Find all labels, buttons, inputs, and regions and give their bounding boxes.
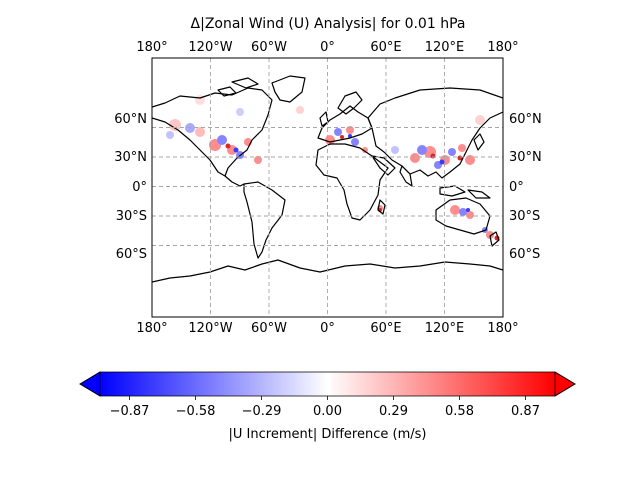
lon-label-bottom: 180° <box>136 321 167 336</box>
colorbar-tick-label: 0.58 <box>445 404 474 419</box>
gridlines <box>152 58 503 317</box>
lat-label-left: 60°N <box>114 112 147 127</box>
lat-label-right: 0° <box>509 180 524 195</box>
coastlines <box>152 75 503 283</box>
colorbar-extend-high <box>554 371 576 397</box>
lon-label-top: 0° <box>320 40 335 55</box>
lat-labels-left: 60°N 30°N 0° 30°S 60°S <box>114 112 147 262</box>
lon-label-top: 180° <box>487 40 518 55</box>
lon-label-top: 120°W <box>188 40 232 55</box>
lat-label-left: 60°S <box>116 247 147 262</box>
map-title: Δ|Zonal Wind (U) Analysis| for 0.01 hPa <box>191 16 466 32</box>
lon-label-bottom: 120°E <box>425 321 465 336</box>
lon-label-top: 60°E <box>370 40 401 55</box>
lat-label-right: 60°S <box>509 247 540 262</box>
lat-label-right: 30°S <box>509 209 540 224</box>
lon-labels-top: 180° 120°W 60°W 0° 60°E 120°E 180° <box>136 40 518 55</box>
lon-label-bottom: 0° <box>320 321 335 336</box>
lat-label-left: 30°N <box>114 150 147 165</box>
lon-label-bottom: 180° <box>487 321 518 336</box>
lat-label-right: 30°N <box>509 150 542 165</box>
colorbar-tick-label: 0.87 <box>511 404 540 419</box>
colorbar-tick-label: 0.00 <box>313 404 342 419</box>
lon-label-bottom: 60°W <box>251 321 287 336</box>
lon-label-bottom: 60°E <box>370 321 401 336</box>
colorbar-tick-label: −0.29 <box>242 404 282 419</box>
colorbar-label: |U Increment| Difference (m/s) <box>229 427 427 442</box>
lon-label-bottom: 120°W <box>188 321 232 336</box>
lon-label-top: 60°W <box>251 40 287 55</box>
lat-label-left: 0° <box>132 180 147 195</box>
lat-label-left: 30°S <box>116 209 147 224</box>
colorbar-tick-label: −0.58 <box>176 404 216 419</box>
lon-label-top: 120°E <box>425 40 465 55</box>
lon-labels-bottom: 180° 120°W 60°W 0° 60°E 120°E 180° <box>136 321 518 336</box>
colorbar-tick-label: 0.29 <box>379 404 408 419</box>
colorbar-extend-low <box>79 371 101 397</box>
colorbar: −0.87 −0.58 −0.29 0.00 0.29 0.58 0.87 |U… <box>79 371 576 442</box>
lat-label-right: 60°N <box>509 112 542 127</box>
lat-labels-right: 60°N 30°N 0° 30°S 60°S <box>509 112 542 262</box>
lon-label-top: 180° <box>136 40 167 55</box>
map-panel <box>151 57 504 318</box>
colorbar-tick-label: −0.87 <box>110 404 150 419</box>
